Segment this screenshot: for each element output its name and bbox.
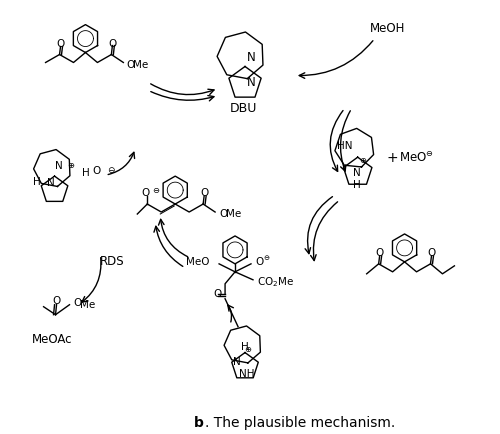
- Text: . The plausible mechanism.: . The plausible mechanism.: [205, 416, 396, 431]
- Text: RDS: RDS: [100, 255, 124, 268]
- Text: HN: HN: [337, 141, 352, 151]
- Text: Me: Me: [226, 209, 242, 219]
- Text: $\oplus$: $\oplus$: [358, 156, 367, 164]
- Text: MeO: MeO: [186, 257, 209, 267]
- Text: MeO$^{\ominus}$: MeO$^{\ominus}$: [399, 151, 434, 165]
- Text: O: O: [126, 60, 134, 70]
- Text: N: N: [46, 178, 54, 188]
- Text: O: O: [52, 296, 60, 306]
- Text: O: O: [141, 188, 150, 198]
- Text: O: O: [219, 209, 228, 219]
- Text: MeOAc: MeOAc: [32, 333, 73, 346]
- Text: O: O: [92, 166, 100, 176]
- Text: O: O: [74, 298, 82, 308]
- Text: O: O: [213, 289, 221, 299]
- Text: N: N: [234, 357, 241, 367]
- Text: $\ominus$: $\ominus$: [108, 165, 116, 175]
- Text: Me: Me: [134, 60, 148, 70]
- Text: +: +: [387, 151, 398, 165]
- Text: DBU: DBU: [230, 102, 256, 115]
- Text: O: O: [428, 248, 436, 258]
- Text: H: H: [82, 168, 90, 178]
- Text: $\ominus$: $\ominus$: [152, 186, 160, 194]
- Text: O$^{\ominus}$: O$^{\ominus}$: [255, 255, 270, 268]
- Text: N: N: [246, 51, 256, 64]
- Text: CO$_2$Me: CO$_2$Me: [257, 275, 294, 289]
- Text: b: b: [194, 416, 204, 431]
- Text: N: N: [54, 161, 62, 171]
- Text: H: H: [33, 177, 40, 187]
- Text: O: O: [108, 39, 116, 49]
- Text: Me: Me: [80, 300, 96, 310]
- Text: MeOH: MeOH: [370, 22, 406, 35]
- Text: H: H: [241, 342, 249, 352]
- Text: $\oplus$: $\oplus$: [244, 345, 252, 354]
- Text: NH: NH: [240, 369, 255, 379]
- Text: H: H: [353, 180, 360, 190]
- Text: N: N: [353, 168, 360, 178]
- Text: N: N: [246, 76, 256, 89]
- Text: O: O: [200, 188, 208, 198]
- Text: $\oplus$: $\oplus$: [66, 161, 75, 170]
- Text: O: O: [56, 39, 64, 49]
- Text: O: O: [376, 248, 384, 258]
